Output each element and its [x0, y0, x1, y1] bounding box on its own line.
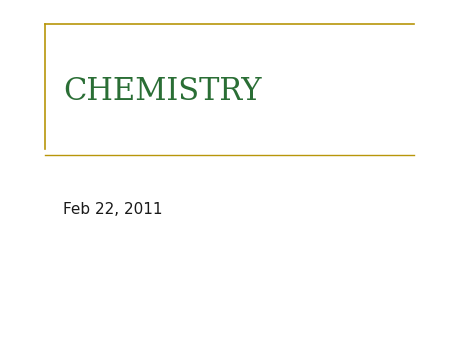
Text: Feb 22, 2011: Feb 22, 2011: [63, 202, 162, 217]
Text: CHEMISTRY: CHEMISTRY: [63, 76, 261, 107]
